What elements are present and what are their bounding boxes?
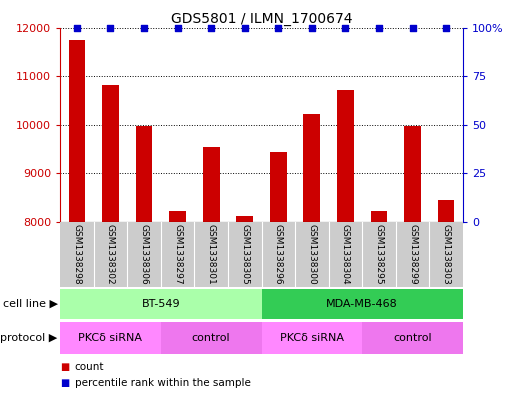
Text: GSM1338301: GSM1338301 [207,224,215,285]
Text: GSM1338296: GSM1338296 [274,224,283,285]
Text: GSM1338298: GSM1338298 [72,224,82,285]
Point [341,24,349,31]
Bar [362,322,463,354]
Bar [60,322,161,354]
Text: cell line ▶: cell line ▶ [3,299,58,309]
Text: control: control [192,333,231,343]
Text: GSM1338295: GSM1338295 [374,224,383,285]
Text: PKCδ siRNA: PKCδ siRNA [280,333,344,343]
Text: GSM1338306: GSM1338306 [140,224,149,285]
Text: count: count [75,362,104,373]
Bar [135,126,152,393]
Bar [262,322,362,354]
Bar [102,85,119,393]
Text: PKCδ siRNA: PKCδ siRNA [78,333,142,343]
Text: GSM1338305: GSM1338305 [240,224,249,285]
Bar [371,211,388,393]
Point [442,24,450,31]
Bar [404,126,421,393]
Text: GSM1338302: GSM1338302 [106,224,115,285]
Bar [236,216,253,393]
Point [73,24,81,31]
Text: GSM1338299: GSM1338299 [408,224,417,285]
Text: GSM1338303: GSM1338303 [441,224,451,285]
Text: GSM1338304: GSM1338304 [341,224,350,285]
Bar [60,288,262,319]
Point [241,24,249,31]
Point [375,24,383,31]
Text: GSM1338300: GSM1338300 [308,224,316,285]
Bar [69,40,85,393]
Point [140,24,148,31]
Point [207,24,215,31]
Bar [262,288,463,319]
Bar [303,114,320,393]
Text: ■: ■ [60,378,70,388]
Bar [337,90,354,393]
Point [408,24,417,31]
Text: protocol ▶: protocol ▶ [1,333,58,343]
Text: MDA-MB-468: MDA-MB-468 [326,299,398,309]
Bar [169,211,186,393]
Text: percentile rank within the sample: percentile rank within the sample [75,378,251,388]
Text: control: control [393,333,432,343]
Text: GSM1338297: GSM1338297 [173,224,182,285]
Title: GDS5801 / ILMN_1700674: GDS5801 / ILMN_1700674 [170,13,353,26]
Bar [438,200,454,393]
Point [274,24,282,31]
Point [174,24,182,31]
Point [308,24,316,31]
Bar [161,322,262,354]
Text: ■: ■ [60,362,70,373]
Point [106,24,115,31]
Bar [270,152,287,393]
Bar [203,147,220,393]
Text: BT-549: BT-549 [142,299,180,309]
